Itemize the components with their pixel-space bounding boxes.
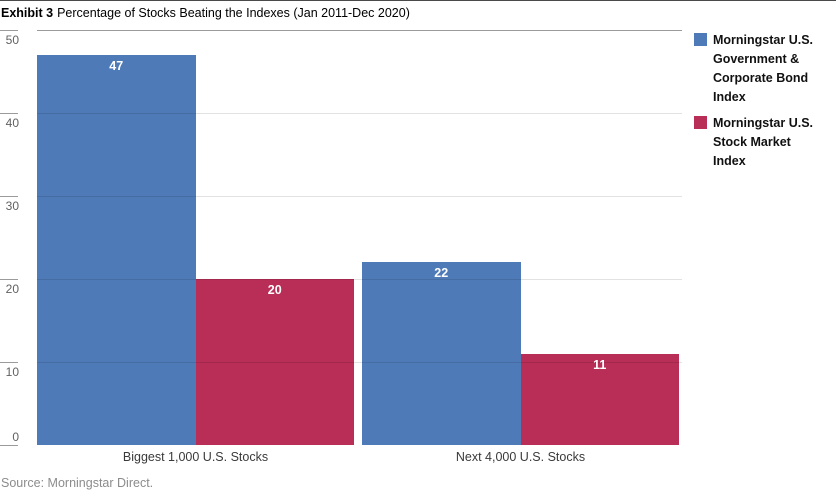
source-note: Source: Morningstar Direct.: [1, 476, 154, 490]
legend-item-stock-index: Morningstar U.S. Stock Market Index: [694, 114, 836, 171]
legend-label-bond-index: Morningstar U.S. Government & Corporate …: [713, 33, 814, 104]
bar-series-0-group-0: [37, 54, 196, 445]
chart-title-text: Percentage of Stocks Beating the Indexes…: [57, 6, 410, 20]
exhibit-number-label: Exhibit 3: [1, 6, 54, 20]
chart-title: Exhibit 3 Percentage of Stocks Beating th…: [1, 6, 410, 20]
legend-item-bond-index: Morningstar U.S. Government & Corporate …: [694, 31, 836, 107]
y-axis-tick-label: 10: [5, 365, 19, 379]
y-axis-tick-label: 30: [5, 199, 19, 213]
bar-value-label: 22: [434, 266, 449, 281]
y-axis-tick: [0, 30, 18, 31]
y-axis-tick: [0, 445, 18, 446]
bar-value-label: 20: [267, 283, 282, 297]
gridline: [37, 362, 682, 363]
y-axis-tick: [0, 113, 18, 114]
gridline: [37, 113, 682, 114]
legend-swatch-bond-index: [694, 33, 707, 46]
bar-value-label: 11: [593, 357, 607, 372]
y-axis-tick-label: 40: [5, 116, 19, 130]
y-axis-tick-label: 50: [5, 33, 19, 47]
legend: Morningstar U.S. Government & Corporate …: [694, 31, 836, 178]
bar-value-label: 47: [109, 58, 124, 73]
bar-series-0-group-1: [362, 262, 521, 445]
bar-series-1-group-0: [195, 279, 354, 445]
y-axis-tick-label: 0: [12, 430, 19, 444]
gridline: [37, 279, 682, 280]
y-axis-tick: [0, 362, 18, 363]
bar-series-1-group-1: [520, 353, 679, 445]
y-axis-tick: [0, 196, 18, 197]
legend-label-stock-index: Morningstar U.S. Stock Market Index: [713, 116, 814, 168]
x-axis-category-label: Next 4,000 U.S. Stocks: [455, 450, 586, 464]
gridline: [37, 30, 682, 31]
y-axis-tick: [0, 279, 18, 280]
y-axis-tick-label: 20: [5, 282, 19, 296]
legend-swatch-stock-index: [694, 116, 707, 129]
x-axis-category-label: Biggest 1,000 U.S. Stocks: [122, 450, 269, 464]
gridline: [37, 196, 682, 197]
